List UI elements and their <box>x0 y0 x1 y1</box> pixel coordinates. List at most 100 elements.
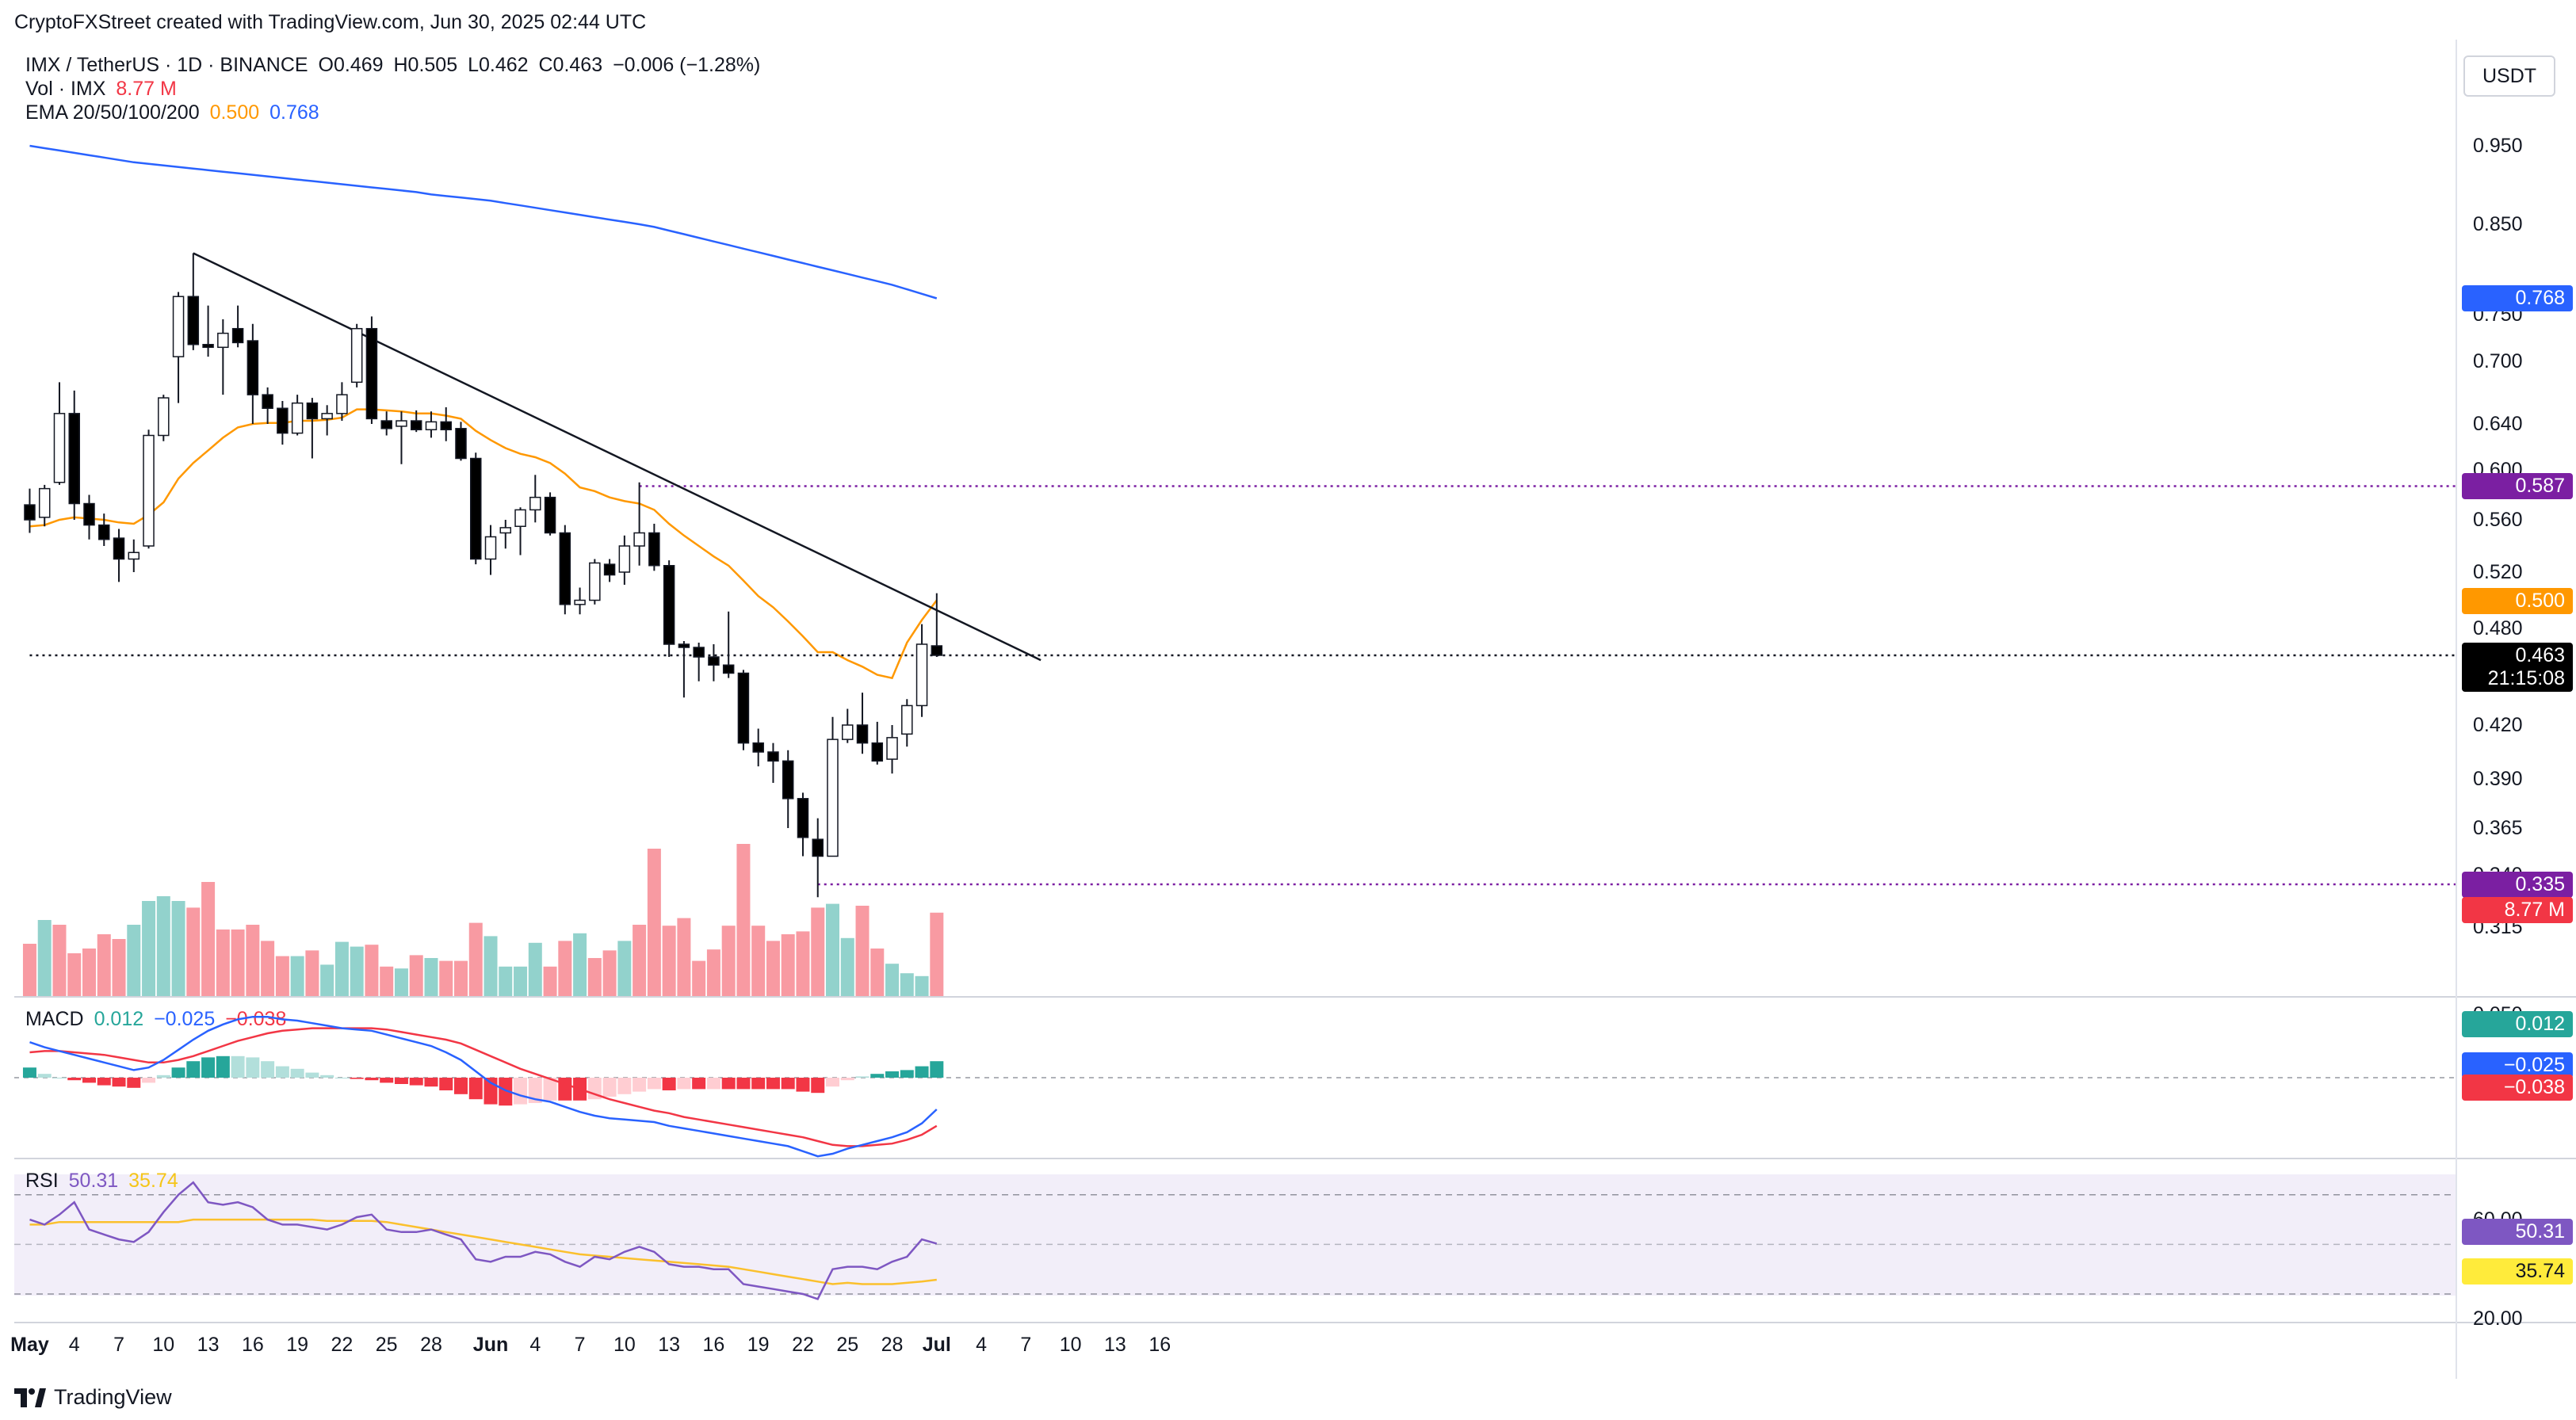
rsi-legend[interactable]: RSI 50.31 35.74 <box>25 1170 178 1193</box>
volume-bar <box>424 958 438 996</box>
macd-histogram-bar <box>127 1078 141 1088</box>
macd-histogram-bar <box>37 1074 52 1078</box>
candle-body <box>113 537 125 560</box>
pane-separator-macd[interactable] <box>14 996 2576 998</box>
volume-bar <box>811 907 825 996</box>
candle-body <box>544 496 556 534</box>
volume-legend[interactable]: Vol · IMX 8.77 M <box>25 78 177 101</box>
volume-bar <box>246 925 260 996</box>
time-tick-label: 10 <box>1059 1334 1082 1356</box>
tradingview-brand[interactable]: TradingView <box>14 1385 172 1410</box>
macd-histogram-bar <box>543 1078 557 1101</box>
macd-histogram-bar <box>930 1061 944 1078</box>
price-tag-0.500: 0.500 <box>2462 587 2573 614</box>
candle <box>678 641 690 698</box>
volume-bar <box>350 946 364 996</box>
ema-legend[interactable]: EMA 20/50/100/200 0.500 0.768 <box>25 101 319 124</box>
time-tick-label: 28 <box>420 1334 442 1356</box>
macd-histogram-bar <box>305 1072 319 1078</box>
volume-bar <box>275 956 289 996</box>
volume-bar <box>171 901 185 996</box>
open-value: O0.469 <box>318 54 384 76</box>
volume-bar <box>82 949 96 996</box>
chart-attribution: CryptoFXStreet created with TradingView.… <box>14 11 647 33</box>
price-tag-0.335: 0.335 <box>2462 872 2573 898</box>
brand-name: TradingView <box>54 1385 172 1409</box>
time-tick-label: 13 <box>658 1334 681 1356</box>
candle-body <box>231 327 244 344</box>
candle-body <box>143 434 155 547</box>
currency-unit-button[interactable]: USDT <box>2463 55 2555 97</box>
volume-bar <box>781 934 795 996</box>
volume-bar <box>706 949 720 996</box>
candle <box>708 644 720 681</box>
pane-separator-rsi[interactable] <box>14 1158 2576 1159</box>
price-tick-label: 0.560 <box>2473 509 2523 531</box>
candle <box>262 387 273 424</box>
macd-histogram-bar <box>662 1078 676 1090</box>
candle <box>886 725 898 774</box>
candle-body <box>767 751 779 762</box>
candle-body <box>202 344 214 349</box>
macd-histogram-bar <box>142 1078 156 1083</box>
candle-body <box>603 563 616 576</box>
macd-histogram-bar <box>633 1078 647 1092</box>
candle <box>559 525 571 615</box>
candle <box>574 587 586 615</box>
candle-body <box>306 402 319 420</box>
candle <box>455 422 467 461</box>
price-tag-0.768: 0.768 <box>2462 285 2573 312</box>
candle-body <box>797 798 809 838</box>
macd-line <box>29 1015 938 1158</box>
candle-body <box>38 487 51 518</box>
time-tick-label: May <box>10 1334 49 1356</box>
macd-histogram-bar <box>22 1067 36 1078</box>
macd-histogram-bar <box>885 1071 900 1078</box>
macd-histogram-bar <box>468 1078 483 1100</box>
macd-histogram-bar <box>677 1078 691 1090</box>
candle-body <box>514 509 526 528</box>
macd-histogram-bar <box>201 1057 216 1078</box>
high-value: H0.505 <box>393 54 458 76</box>
volume-bar <box>468 922 483 996</box>
time-tick-label: 7 <box>574 1334 586 1356</box>
candle <box>440 407 452 441</box>
candle <box>380 411 392 436</box>
symbol-legend[interactable]: IMX / TetherUS · 1D · BINANCE O0.469 H0.… <box>25 54 760 77</box>
candle-body <box>678 643 690 648</box>
candle-body <box>158 397 170 437</box>
macd-histogram-bar <box>558 1078 572 1101</box>
macd-hist-value: 0.012 <box>94 1008 144 1030</box>
macd-histogram-bar <box>826 1078 839 1087</box>
candle <box>663 560 675 658</box>
rsi-ma-value: 35.74 <box>128 1170 178 1192</box>
price-tick-label: 0.480 <box>2473 617 2523 639</box>
candle-body <box>722 664 735 674</box>
macd-histogram-bar <box>870 1074 885 1078</box>
volume-bars <box>22 844 944 996</box>
time-tick-label: 22 <box>331 1334 354 1356</box>
time-tick-label: 4 <box>976 1334 988 1356</box>
candle <box>53 382 66 485</box>
ema-200-line <box>29 144 938 300</box>
price-tick-label: 0.850 <box>2473 213 2523 235</box>
macd-histogram-bar <box>156 1075 170 1078</box>
candle-body <box>187 296 200 345</box>
candle-body <box>842 724 854 740</box>
candle-body <box>484 536 497 560</box>
volume-bar <box>394 968 408 996</box>
volume-bar <box>528 942 542 996</box>
volume-bar <box>409 955 423 996</box>
ema-200-value: 0.768 <box>269 101 319 124</box>
volume-label: Vol · IMX <box>25 78 106 100</box>
macd-histogram-bar <box>82 1078 96 1083</box>
candle-body <box>737 672 750 744</box>
candle <box>38 484 51 527</box>
rsi-line <box>29 1181 938 1300</box>
candle <box>722 611 735 678</box>
macd-histogram-bar <box>721 1078 736 1090</box>
macd-histogram-bar <box>275 1066 289 1078</box>
candle-body <box>425 421 438 430</box>
candle-body <box>589 562 601 601</box>
